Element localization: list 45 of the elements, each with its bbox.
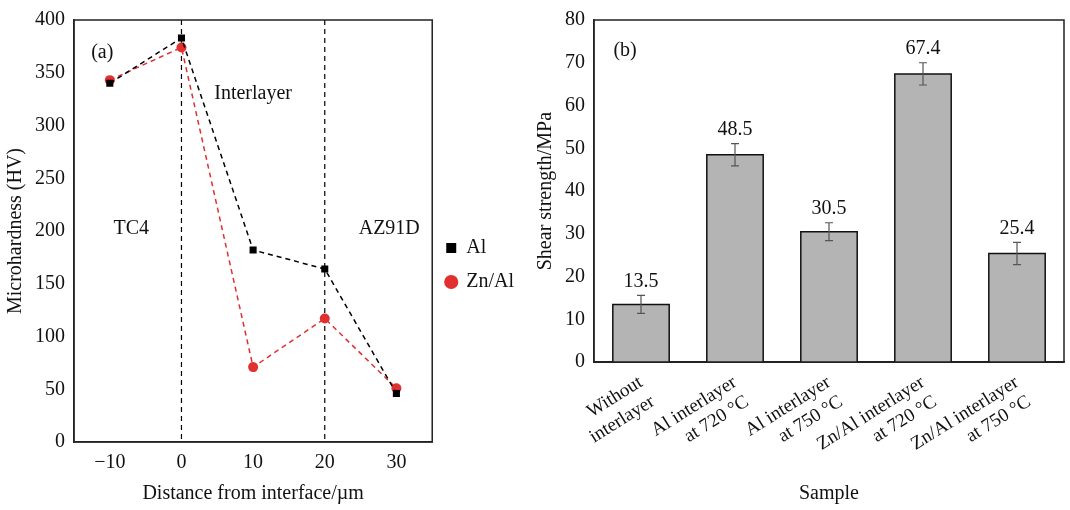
data-label: 48.5 <box>717 116 753 139</box>
y-tick-label: 10 <box>565 306 585 329</box>
annotation: (a) <box>91 39 114 63</box>
point <box>249 246 257 254</box>
legend-label: Zn/Al <box>466 269 515 292</box>
point <box>106 79 114 87</box>
y-tick-label: 20 <box>565 263 585 286</box>
y-tick-label: 300 <box>35 112 65 135</box>
y-tick-label: 60 <box>565 92 585 115</box>
point <box>392 389 400 398</box>
y-tick-label: 80 <box>565 7 585 30</box>
y-axis-title: Shear strength/MPa <box>533 111 557 271</box>
legend-label: Al <box>466 235 487 258</box>
x-axis-title: Sample <box>799 481 860 505</box>
y-tick-label: 150 <box>35 271 65 293</box>
x-tick-label: 30 <box>386 450 407 473</box>
data-label: 25.4 <box>999 215 1035 238</box>
y-tick-label: 50 <box>45 376 65 399</box>
annotation: Interlayer <box>214 80 293 104</box>
y-tick-label: 0 <box>575 349 585 372</box>
annotation: AZ91D <box>358 215 420 238</box>
y-tick-label: 200 <box>35 218 65 241</box>
point <box>177 34 185 42</box>
point <box>319 313 330 324</box>
y-tick-label: 40 <box>565 178 585 201</box>
x-tick-label: 0 <box>176 450 187 473</box>
y-tick-label: 70 <box>565 50 585 73</box>
point <box>321 265 329 273</box>
x-tick-label: 20 <box>314 450 335 473</box>
data-label: 13.5 <box>623 268 659 291</box>
y-tick-label: 100 <box>35 323 65 346</box>
y-axis-title: Microhardness (HV) <box>3 147 27 315</box>
y-tick-label: 250 <box>35 165 65 188</box>
y-tick-label: 50 <box>565 135 585 158</box>
annotation: TC4 <box>113 215 150 238</box>
x-tick-label: 10 <box>243 450 264 473</box>
point <box>248 362 259 373</box>
data-label: 67.4 <box>905 36 941 59</box>
y-tick-label: 400 <box>35 7 65 30</box>
x-tick-label: −10 <box>94 450 126 473</box>
annotation: (b) <box>613 37 637 61</box>
y-tick-label: 30 <box>565 221 585 244</box>
x-axis-title: Distance from interface/µm <box>142 481 365 505</box>
y-tick-label: 350 <box>35 60 65 82</box>
data-label: 30.5 <box>811 196 847 218</box>
